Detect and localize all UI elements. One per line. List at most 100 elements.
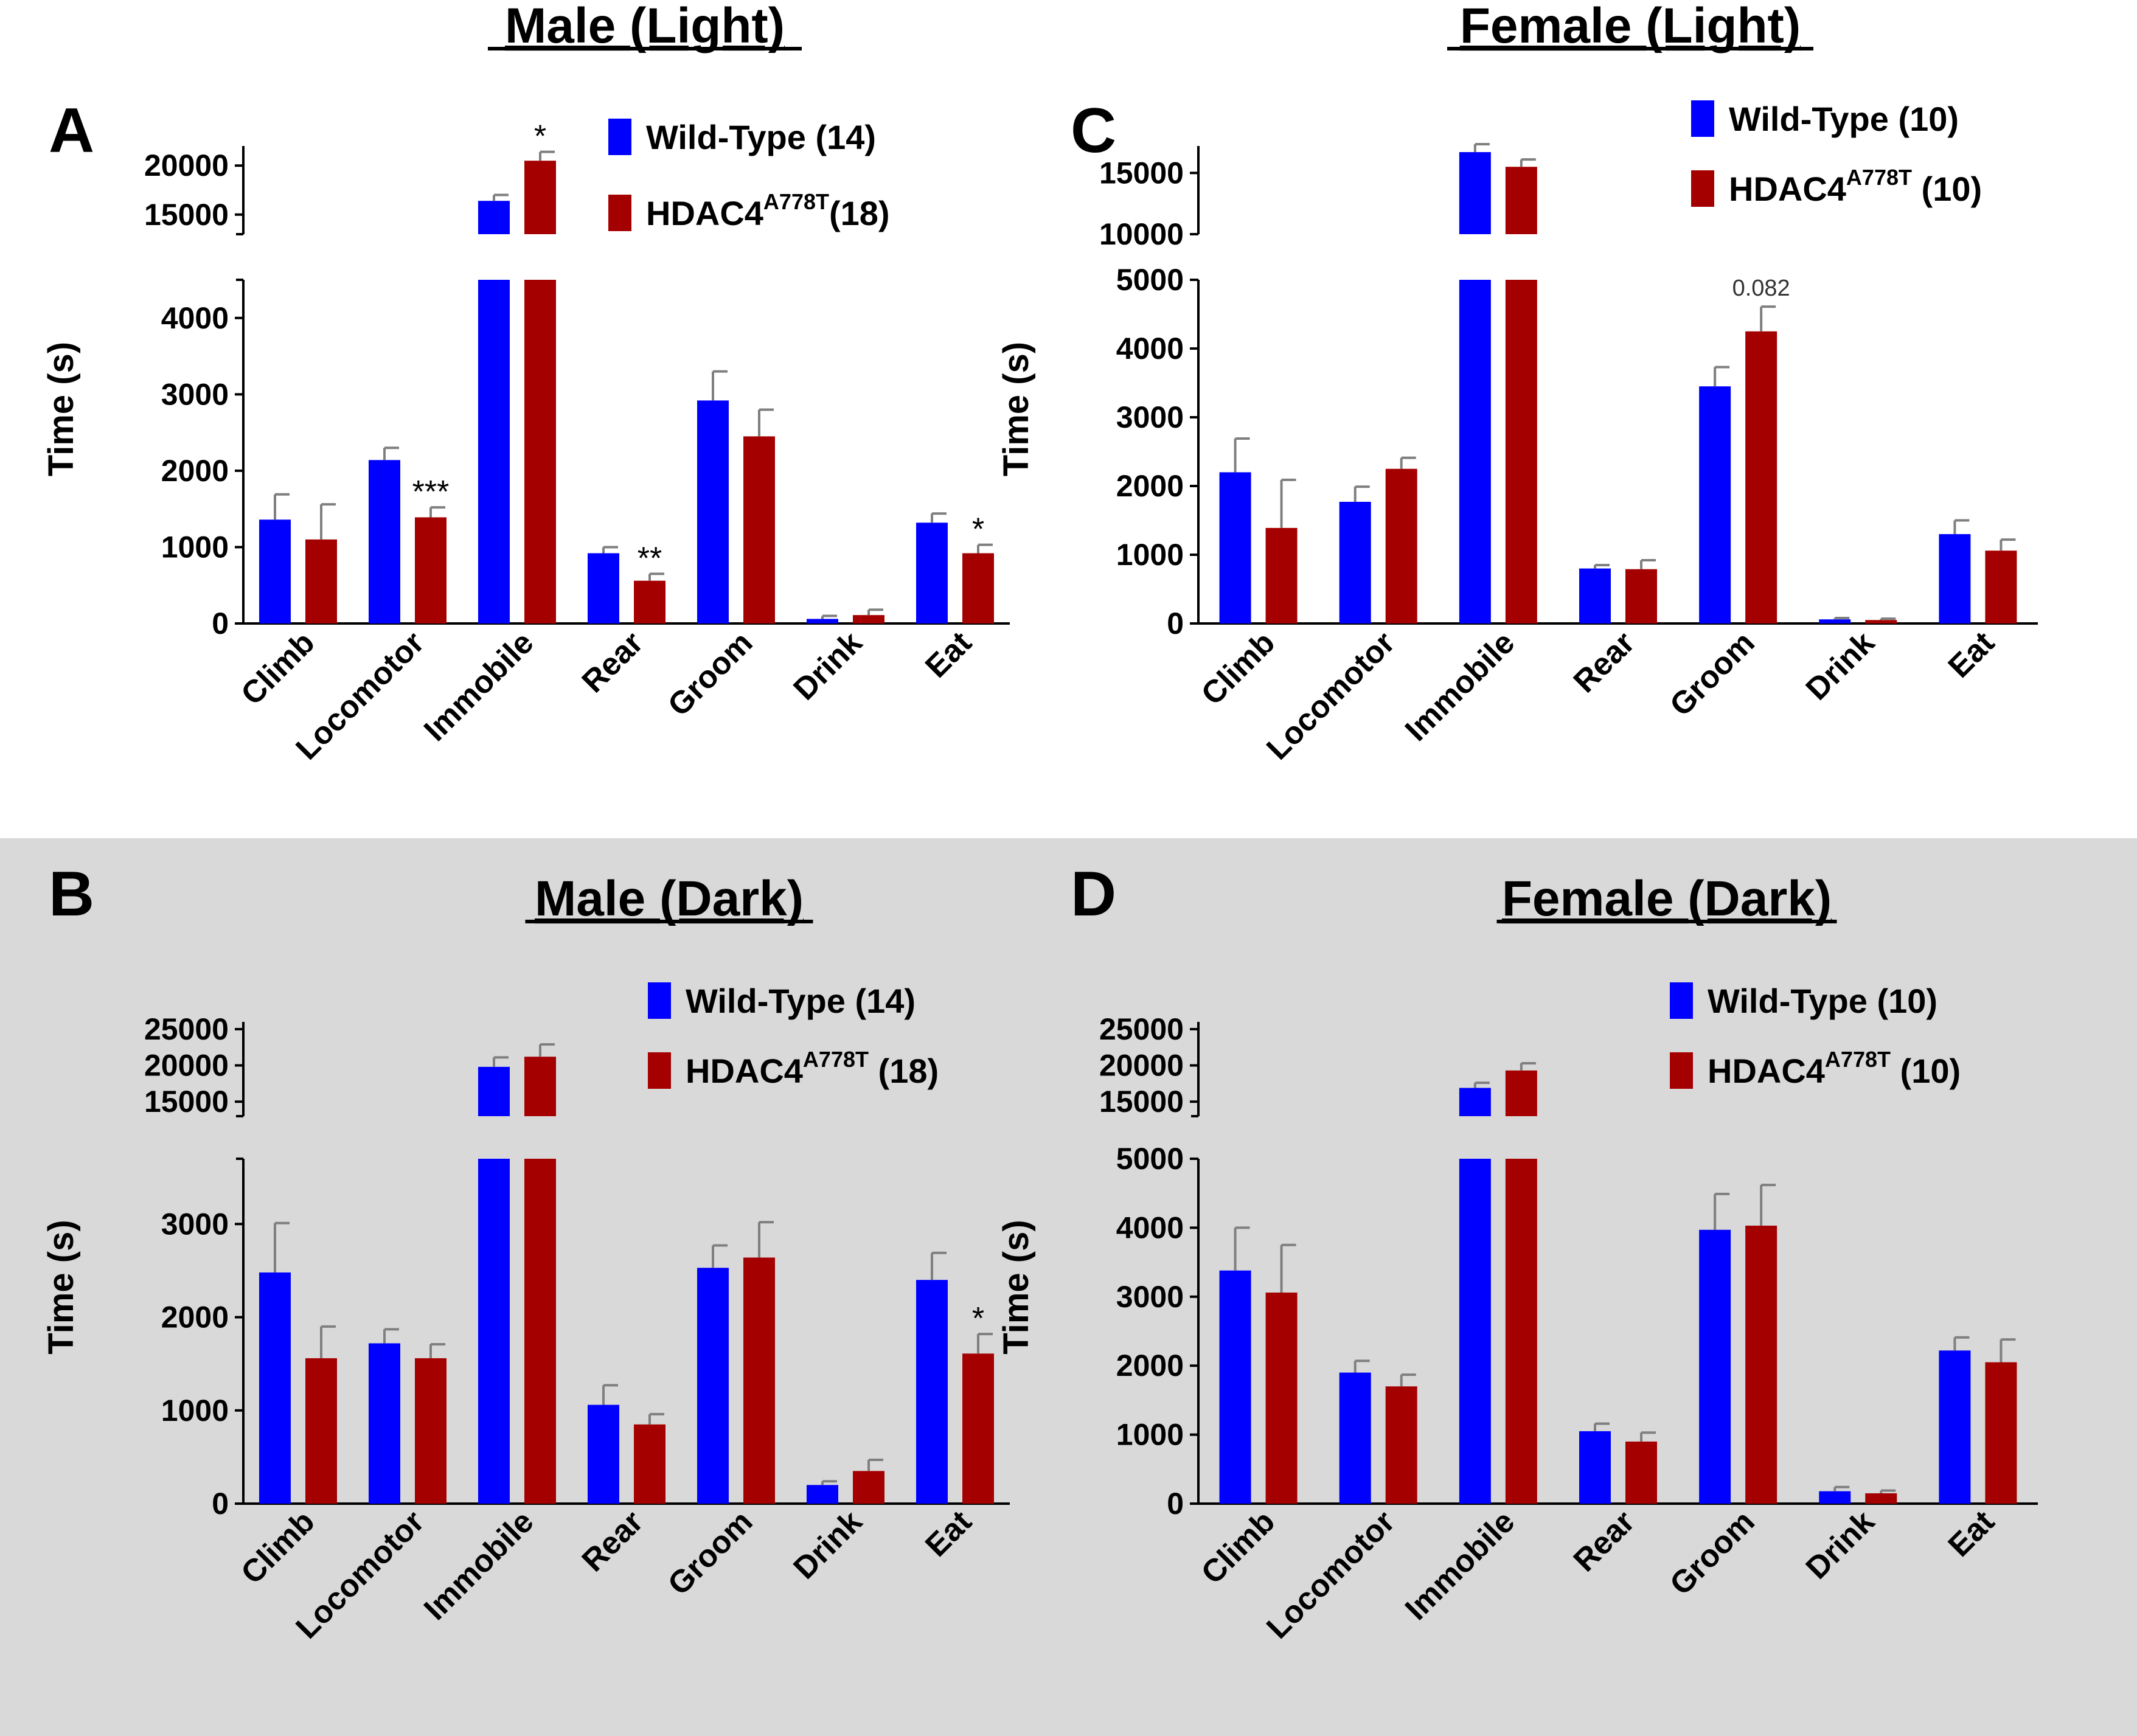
bar [1939, 534, 1971, 623]
bar [1819, 1491, 1851, 1504]
significance-annotation: * [972, 512, 984, 547]
y-tick-label: 0 [1167, 606, 1184, 641]
bar-upper-segment [1505, 1070, 1537, 1116]
p-value-annotation: 0.082 [1732, 276, 1790, 301]
bar-upper-segment [524, 1057, 556, 1116]
bar [1339, 1372, 1371, 1504]
bar [1625, 1441, 1657, 1504]
bar [1985, 1362, 2017, 1504]
x-tick-label: Groom [1663, 625, 1762, 723]
bar [1579, 568, 1611, 623]
x-tick-label: Drink [787, 625, 869, 707]
y-tick-label: 3000 [161, 377, 229, 411]
bar-lower-segment [524, 1159, 556, 1504]
bar [1385, 1386, 1417, 1504]
y-tick-label: 0 [212, 1487, 229, 1521]
y-tick-label: 1000 [1116, 538, 1184, 572]
bar-upper-segment [1505, 167, 1537, 234]
bar [743, 436, 775, 623]
y-tick-label: 25000 [1099, 1012, 1184, 1046]
bar-upper-segment [524, 161, 556, 234]
bar [259, 519, 291, 623]
bar [853, 615, 884, 623]
bar [1265, 1292, 1298, 1504]
legend-entry: HDAC4A778T (10) [1708, 1047, 1961, 1090]
bar-upper-segment [1459, 1088, 1491, 1116]
y-tick-label: 3000 [1116, 400, 1184, 434]
y-tick-label: 5000 [1116, 1142, 1184, 1176]
significance-annotation: *** [412, 474, 450, 510]
bar [697, 1268, 729, 1504]
bar [1985, 550, 2017, 623]
chart-title: Female (Light) [1460, 0, 1801, 54]
x-tick-label: Groom [661, 625, 760, 723]
significance-annotation: * [534, 119, 546, 155]
x-tick-label: Climb [234, 625, 321, 712]
bar [259, 1272, 291, 1504]
chart-panel-c: C Female (Light) Time (s) 0 1000 2000 3000 4000… [996, 0, 2038, 766]
y-tick-label: 15000 [144, 1085, 229, 1119]
legend-swatch [608, 195, 631, 231]
bar [369, 460, 400, 623]
bar [807, 619, 838, 623]
legend-entry: Wild-Type (14) [646, 118, 876, 156]
bar [962, 553, 994, 623]
legend-swatch [1691, 170, 1714, 207]
bar [415, 517, 447, 623]
y-tick-label: 5000 [1116, 263, 1184, 297]
bar [1339, 501, 1371, 623]
y-tick-label: 2000 [1116, 1349, 1184, 1383]
chart-title: Male (Dark) [535, 871, 804, 926]
x-tick-label: Locomotor [1260, 625, 1402, 766]
legend-swatch [648, 1052, 671, 1089]
y-tick-label: 3000 [161, 1207, 229, 1241]
y-tick-label: 3000 [1116, 1280, 1184, 1314]
y-tick-label: 2000 [1116, 469, 1184, 503]
bar [697, 400, 729, 623]
y-tick-label: 2000 [161, 1300, 229, 1335]
legend-entry: Wild-Type (10) [1708, 982, 1937, 1020]
bar [1865, 620, 1897, 623]
significance-annotation: ** [638, 541, 662, 576]
legend-entry: HDAC4A778T(18) [646, 189, 890, 232]
y-tick-label: 1000 [1116, 1418, 1184, 1452]
bar [305, 1358, 337, 1504]
bar [1219, 472, 1251, 623]
legend-entry: Wild-Type (14) [686, 982, 916, 1020]
bar-upper-segment [478, 201, 510, 234]
y-tick-label: 15000 [1099, 1085, 1184, 1119]
legend-swatch [608, 119, 631, 155]
legend-entry: HDAC4A778T (10) [1729, 165, 1982, 208]
bar [1745, 331, 1777, 623]
y-tick-label: 20000 [144, 1049, 229, 1083]
legend-entry: Wild-Type (10) [1729, 100, 1959, 138]
chart-title: Male (Light) [505, 0, 785, 54]
bar-lower-segment [478, 1159, 510, 1504]
bar-lower-segment [1505, 280, 1537, 623]
bar [807, 1485, 838, 1504]
bar-lower-segment [1459, 1159, 1491, 1504]
bar [1745, 1225, 1777, 1504]
bar [415, 1358, 447, 1504]
y-axis-label: Time (s) [996, 342, 1036, 476]
panel-letter: B [49, 859, 94, 929]
bar-upper-segment [1459, 152, 1491, 234]
y-tick-label: 20000 [1099, 1049, 1184, 1083]
y-tick-label: 1000 [161, 1394, 229, 1428]
bar [962, 1353, 994, 1504]
chart-panel-a: A Male (Light) Time (s) 0 1000 2000 3000 4000 15… [41, 0, 1010, 766]
y-tick-label: 0 [1167, 1487, 1184, 1521]
x-tick-label: Eat [919, 625, 978, 684]
y-tick-label: 2000 [161, 454, 229, 488]
legend-swatch [1670, 1052, 1693, 1089]
dark-panel-background [0, 838, 2137, 1736]
bar [743, 1257, 775, 1504]
y-tick-label: 15000 [144, 198, 229, 232]
legend-swatch [1691, 100, 1714, 137]
bar [916, 523, 948, 623]
significance-annotation: * [972, 1301, 984, 1336]
bar-lower-segment [478, 280, 510, 623]
x-tick-label: Rear [1567, 625, 1642, 700]
